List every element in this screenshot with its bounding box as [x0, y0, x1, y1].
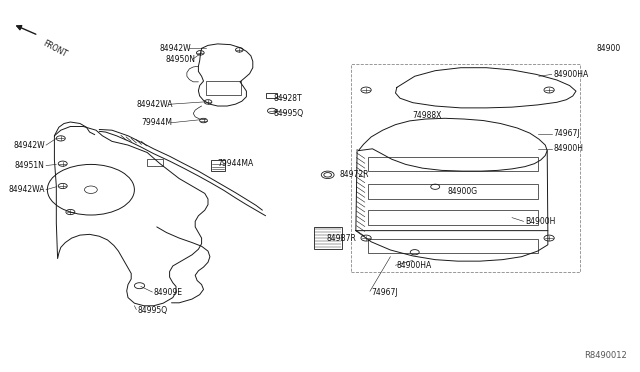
- Bar: [211, 160, 225, 171]
- Text: 74988X: 74988X: [413, 111, 442, 120]
- Text: 849B7R: 849B7R: [326, 234, 356, 243]
- Text: 74967J: 74967J: [554, 129, 580, 138]
- Text: 84900H: 84900H: [554, 144, 584, 153]
- Text: 84942W: 84942W: [159, 44, 191, 53]
- Bar: [368, 210, 538, 225]
- Text: R8490012: R8490012: [584, 351, 627, 360]
- Text: 84928T: 84928T: [274, 94, 303, 103]
- Text: 84900G: 84900G: [448, 187, 478, 196]
- Text: 84909E: 84909E: [154, 288, 182, 296]
- Text: 84942WA: 84942WA: [8, 185, 45, 194]
- Text: 84900: 84900: [596, 44, 621, 53]
- Text: 84900HA: 84900HA: [554, 70, 589, 79]
- Bar: [314, 227, 342, 249]
- Text: 79944MA: 79944MA: [218, 159, 254, 168]
- Text: 79944M: 79944M: [142, 118, 173, 127]
- Text: 84951N: 84951N: [15, 161, 45, 170]
- Bar: [368, 157, 538, 171]
- Text: B4900H: B4900H: [525, 217, 555, 226]
- Bar: [368, 239, 538, 253]
- Text: 84950N: 84950N: [165, 55, 195, 64]
- Text: FRONT: FRONT: [42, 39, 68, 59]
- Text: 84995Q: 84995Q: [274, 109, 304, 118]
- Bar: [206, 81, 241, 95]
- Text: 84995Q: 84995Q: [138, 306, 168, 315]
- Text: 74967J: 74967J: [371, 288, 398, 296]
- Text: 84942WA: 84942WA: [136, 100, 173, 109]
- Text: 84972R: 84972R: [339, 170, 369, 179]
- Text: 84942W: 84942W: [13, 141, 45, 150]
- Text: 84900HA: 84900HA: [397, 262, 432, 270]
- Bar: [266, 93, 277, 98]
- Bar: [368, 184, 538, 199]
